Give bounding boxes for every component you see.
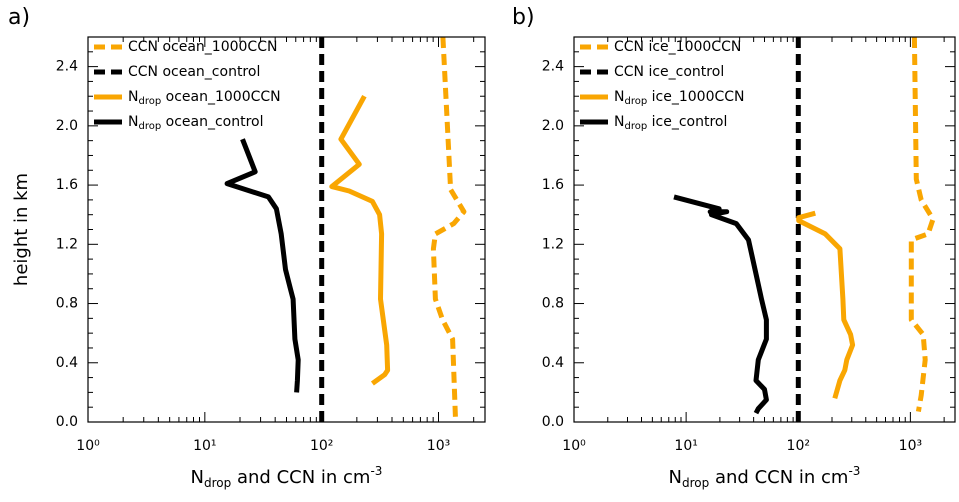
y-tick-label: 2.4	[56, 59, 78, 75]
x-axis-label-part: and CCN in cm	[709, 467, 848, 488]
x-tick-label: 10⁰	[562, 438, 586, 454]
x-axis-label-part: -3	[848, 464, 860, 478]
legend-label-part: N	[128, 114, 138, 130]
y-tick-label: 0.8	[56, 296, 78, 312]
y-tick-label: 1.2	[542, 236, 564, 252]
series-line	[908, 36, 936, 413]
legend-label-part: N	[614, 114, 624, 130]
legend-label: Ndrop ice_control	[614, 114, 727, 132]
panel-label: a)	[8, 5, 30, 30]
legend-label-part: N	[614, 89, 624, 105]
series-line	[796, 210, 856, 399]
y-tick-label: 2.4	[542, 59, 564, 75]
y-tick-label: 1.2	[56, 236, 78, 252]
legend-label: CCN ocean_1000CCN	[128, 39, 277, 55]
legend-label-part: drop	[624, 121, 647, 132]
x-tick-label: 10⁰	[76, 438, 100, 454]
x-tick-label: 10¹	[193, 438, 216, 454]
legend-label: Ndrop ocean_1000CCN	[128, 89, 281, 107]
y-tick-label: 2.0	[56, 118, 78, 134]
plot-frame	[573, 36, 956, 423]
x-tick-label: 10¹	[674, 438, 697, 454]
y-tick-label: 0.0	[542, 414, 564, 430]
x-axis-label-part: N	[669, 467, 682, 488]
series-line	[673, 194, 769, 415]
legend-label: Ndrop ocean_control	[128, 114, 264, 132]
x-axis-label-part: N	[191, 467, 204, 488]
series-line	[430, 36, 467, 423]
panel-label: b)	[512, 5, 535, 30]
y-tick-label: 1.6	[542, 177, 564, 193]
legend-label-part: drop	[138, 121, 161, 132]
y-tick-label: 0.4	[542, 355, 564, 371]
x-tick-label: 10²	[310, 438, 333, 454]
x-axis-label: Ndrop and CCN in cm-3	[191, 464, 383, 490]
y-tick-label: 0.0	[56, 414, 78, 430]
legend-label-part: ocean_1000CCN	[161, 89, 280, 105]
x-axis-label-part: drop	[204, 476, 231, 490]
legend-label-part: ocean_control	[161, 114, 263, 130]
legend-label: CCN ocean_control	[128, 64, 260, 80]
y-tick-label: 0.4	[56, 355, 78, 371]
legend-label-part: N	[128, 89, 138, 105]
legend-label-part: drop	[138, 96, 161, 107]
y-axis-label: height in km	[11, 173, 32, 286]
x-tick-label: 10²	[787, 438, 810, 454]
legend-label: Ndrop ice_1000CCN	[614, 89, 745, 107]
series-line	[224, 138, 301, 393]
plot-frame	[87, 36, 486, 423]
legend-label-part: ice_control	[647, 114, 727, 130]
y-tick-label: 0.8	[542, 296, 564, 312]
x-tick-label: 10³	[899, 438, 922, 454]
series-line	[329, 95, 391, 386]
x-axis-label: Ndrop and CCN in cm-3	[669, 464, 861, 490]
legend-label-part: drop	[624, 96, 647, 107]
y-tick-label: 1.6	[56, 177, 78, 193]
panel: b) 10⁰ 10¹ 10² 10³ 0.0 0.4 0.8 1.2 1.6 2.0 2.4 CCN i…	[512, 5, 956, 490]
x-axis-label-part: -3	[370, 464, 382, 478]
x-axis-label-part: drop	[682, 476, 709, 490]
legend-label-part: ice_1000CCN	[647, 89, 744, 105]
legend-label: CCN ice_1000CCN	[614, 39, 741, 55]
x-tick-label: 10³	[427, 438, 450, 454]
y-tick-label: 2.0	[542, 118, 564, 134]
x-axis-label-part: and CCN in cm	[231, 467, 370, 488]
panel: a) 10⁰ 10¹ 10² 10³ 0.0 0.4 0.8 1.2 1.6 2.0 2.4 CCN o…	[8, 5, 486, 490]
legend-label: CCN ice_control	[614, 64, 724, 80]
